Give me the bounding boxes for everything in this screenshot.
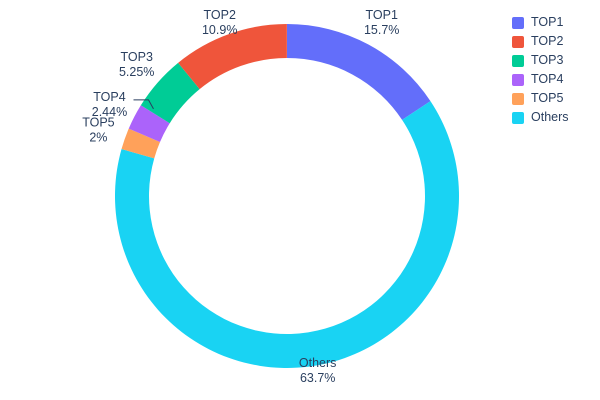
legend-swatch-top3	[512, 54, 524, 67]
slice-label-name: TOP2	[204, 8, 236, 22]
slice-label-percent: 2%	[89, 130, 107, 144]
pie-slice-top4[interactable]	[128, 105, 170, 142]
legend-label-top1: TOP1	[531, 15, 564, 29]
pie-slice-top5[interactable]	[121, 128, 161, 159]
label-leader-line-top4	[133, 99, 154, 110]
legend: TOP1 TOP2 TOP3 TOP4 TOP5 Others	[512, 13, 569, 127]
slice-label-name: TOP1	[365, 8, 397, 22]
legend-item-top1[interactable]: TOP1	[512, 13, 569, 32]
pie-slice-top1[interactable]	[287, 24, 431, 120]
legend-swatch-top5	[512, 92, 524, 105]
pie-slice-others[interactable]	[115, 101, 459, 368]
slice-label-name: TOP3	[120, 50, 152, 64]
pie-slice-top2[interactable]	[178, 24, 287, 90]
slice-label-name: Others	[299, 356, 337, 370]
legend-label-top5: TOP5	[531, 91, 564, 105]
slice-label-percent: 63.7%	[300, 371, 335, 385]
legend-label-top3: TOP3	[531, 53, 564, 67]
slice-label-percent: 2.44%	[92, 105, 127, 119]
legend-label-others: Others	[531, 110, 569, 124]
legend-swatch-others	[512, 111, 524, 124]
legend-swatch-top4	[512, 73, 524, 86]
pie-slice-top3[interactable]	[140, 62, 200, 124]
legend-label-top2: TOP2	[531, 34, 564, 48]
legend-item-top4[interactable]: TOP4	[512, 70, 569, 89]
legend-label-top4: TOP4	[531, 72, 564, 86]
slice-label-percent: 5.25%	[119, 65, 154, 79]
slice-label-percent: 15.7%	[364, 23, 399, 37]
legend-item-others[interactable]: Others	[512, 108, 569, 127]
legend-item-top5[interactable]: TOP5	[512, 89, 569, 108]
legend-item-top2[interactable]: TOP2	[512, 32, 569, 51]
legend-swatch-top2	[512, 35, 524, 48]
legend-item-top3[interactable]: TOP3	[512, 51, 569, 70]
slice-label-name: TOP5	[82, 115, 114, 129]
slice-label-percent: 10.9%	[202, 23, 237, 37]
legend-swatch-top1	[512, 16, 524, 29]
slice-label-name: TOP4	[93, 90, 125, 104]
